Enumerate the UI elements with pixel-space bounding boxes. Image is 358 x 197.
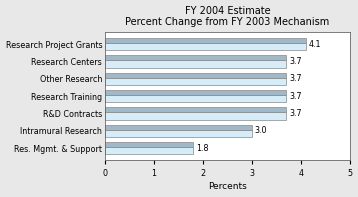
Bar [105, 73, 286, 78]
Bar [105, 130, 252, 137]
Bar [105, 142, 193, 147]
Title: FY 2004 Estimate
Percent Change from FY 2003 Mechanism: FY 2004 Estimate Percent Change from FY … [125, 6, 330, 27]
Text: 4.1: 4.1 [309, 40, 321, 49]
Bar [105, 125, 252, 130]
Bar [105, 95, 286, 102]
Bar [105, 43, 306, 50]
Bar [105, 107, 286, 112]
Bar [105, 38, 306, 43]
Bar [105, 55, 286, 60]
Text: 1.8: 1.8 [196, 144, 209, 153]
Bar [105, 147, 193, 154]
Text: 3.0: 3.0 [255, 126, 267, 135]
Text: 3.7: 3.7 [289, 57, 302, 66]
Bar [105, 112, 286, 120]
Bar [105, 60, 286, 68]
Bar [105, 90, 286, 95]
Text: 3.7: 3.7 [289, 109, 302, 118]
Text: 3.7: 3.7 [289, 74, 302, 83]
Text: 3.7: 3.7 [289, 92, 302, 101]
Bar [105, 78, 286, 85]
X-axis label: Percents: Percents [208, 182, 247, 191]
